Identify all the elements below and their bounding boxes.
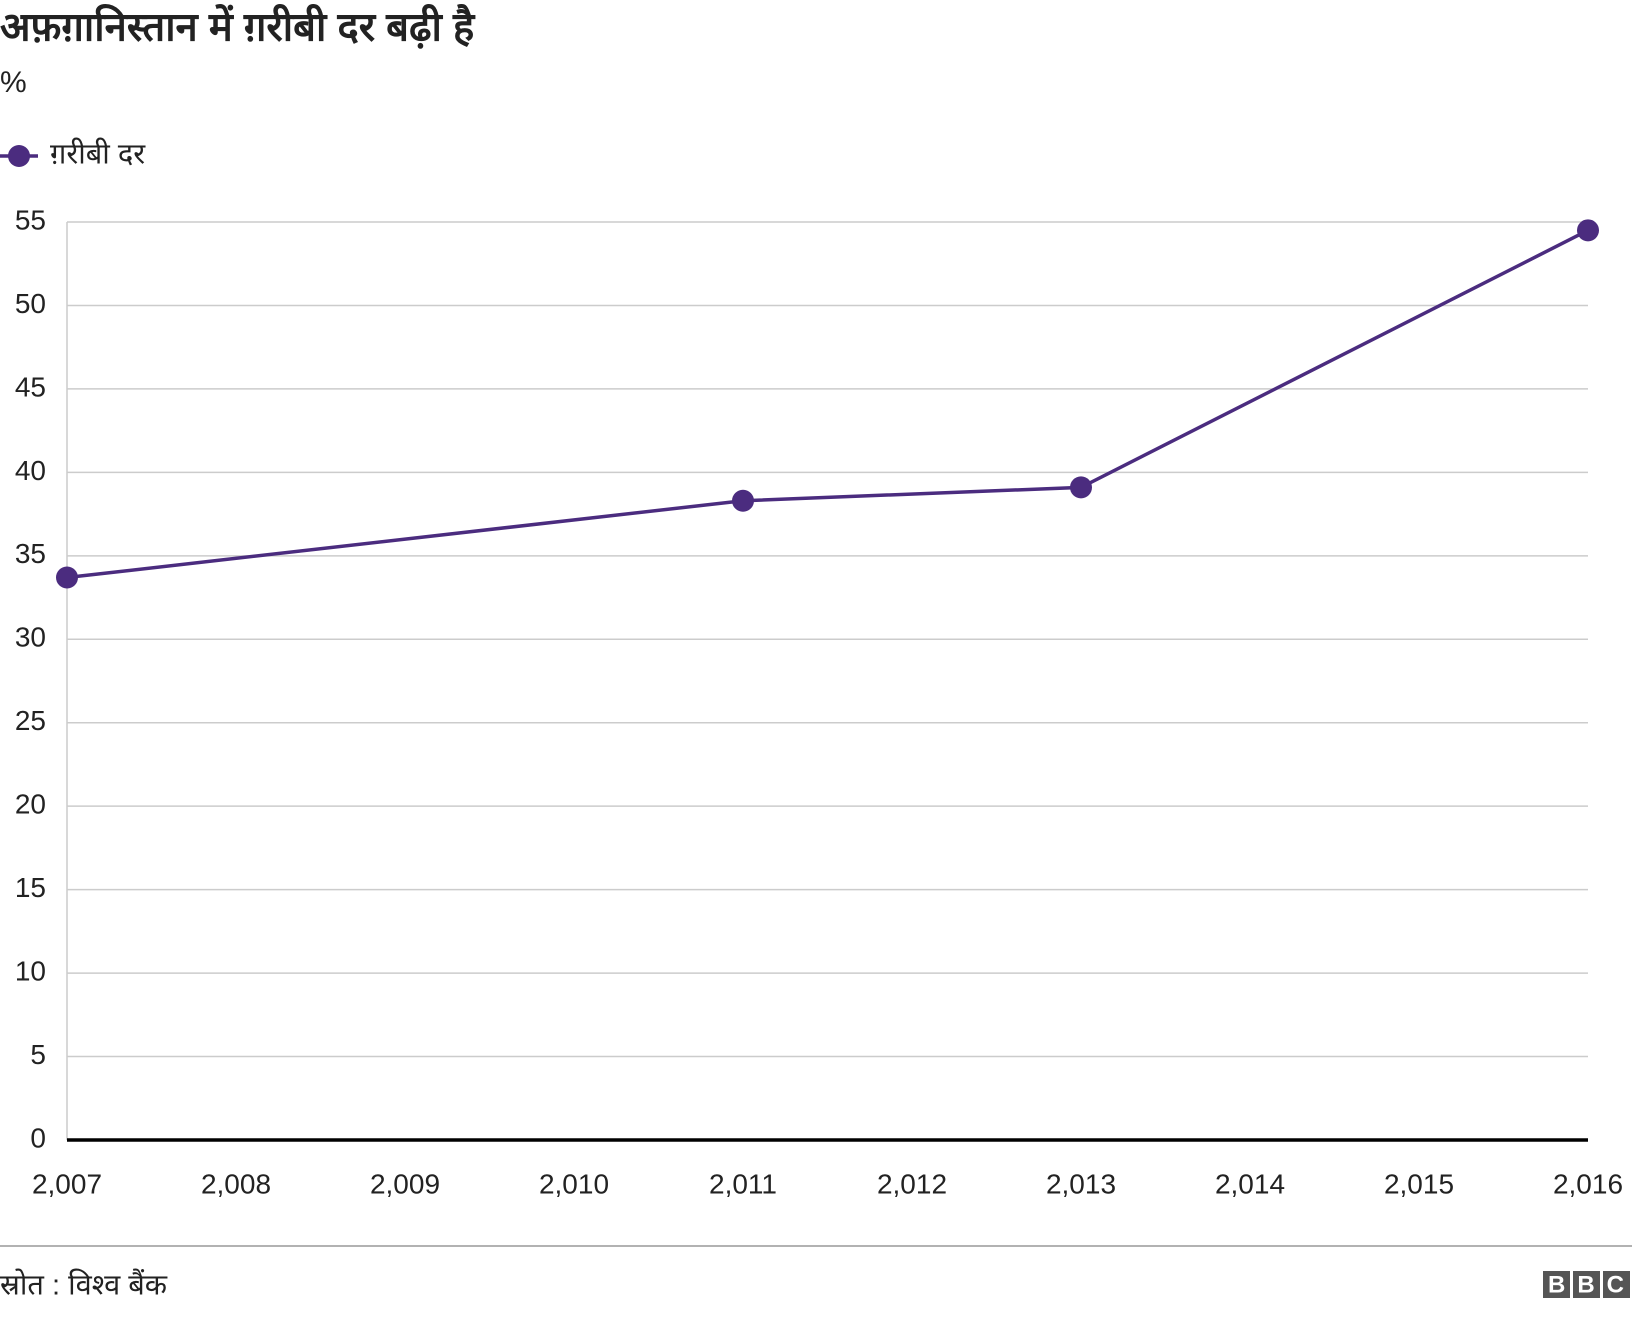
y-tick-label: 30 [15, 622, 46, 653]
point [56, 566, 78, 589]
logo-box [1573, 1271, 1600, 1298]
x-tick-label: 2,007 [32, 1168, 102, 1199]
y-tick-label: 45 [15, 371, 46, 402]
legend-marker [8, 145, 30, 167]
point [1577, 219, 1599, 242]
y-tick-label: 15 [15, 872, 46, 903]
x-tick-label: 2,013 [1046, 1168, 1116, 1199]
line [66, 228, 1589, 580]
y-tick-label: 25 [15, 705, 46, 736]
x-tick-label: 2,008 [201, 1168, 271, 1199]
logo-box [1543, 1271, 1570, 1298]
x-tick-label: 2,010 [539, 1168, 609, 1199]
chart-title: अफ़ग़ानिस्तान में ग़रीबी दर बढ़ी है [0, 4, 476, 50]
y-tick-label: 40 [15, 455, 46, 486]
y-tick-label: 0 [30, 1122, 46, 1153]
point [1070, 476, 1092, 499]
y-tick-label: 50 [15, 288, 46, 319]
chart-subtitle: % [0, 66, 27, 99]
x-tick-label: 2,009 [370, 1168, 440, 1199]
point [732, 489, 754, 512]
y-tick-label: 35 [15, 538, 46, 569]
x-tick-label: 2,014 [1215, 1168, 1285, 1199]
y-tick-label: 55 [15, 204, 46, 235]
y-tick-label: 10 [15, 955, 46, 986]
logo-box [1603, 1271, 1630, 1298]
source: स्रोत : विश्व बैंक [0, 1269, 168, 1302]
x-tick-label: 2,011 [709, 1168, 777, 1199]
logo: BBC [1548, 1271, 1632, 1298]
x-tick-label: 2,016 [1553, 1168, 1623, 1199]
x-tick-label: 2,012 [877, 1168, 947, 1199]
y-tick-label: 5 [30, 1039, 46, 1070]
y-tick-label: 20 [15, 789, 46, 820]
x-tick-label: 2,015 [1384, 1168, 1454, 1199]
legend-label: ग़रीबी दर [50, 138, 146, 171]
